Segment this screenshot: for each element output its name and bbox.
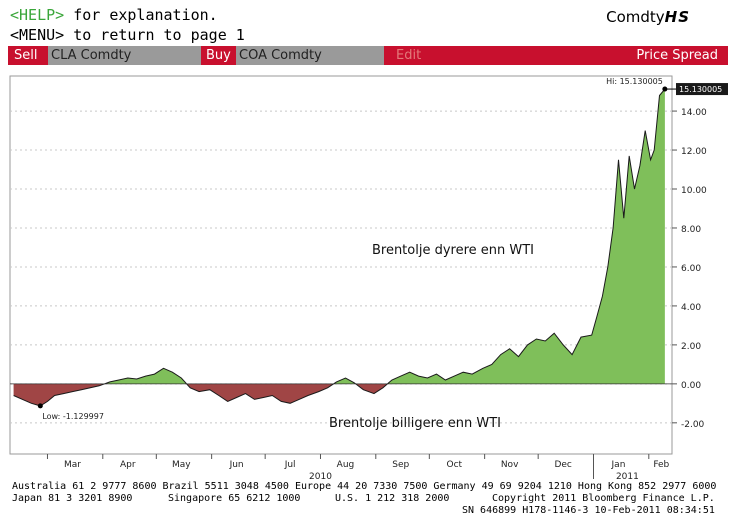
low-label: Low: -1.129997	[42, 412, 104, 421]
x-tick-label: Apr	[120, 460, 136, 470]
help-hint: <HELP> for explanation.	[10, 6, 218, 24]
x-tick-label: Sep	[392, 460, 409, 470]
footer-session: SN 646899 H178-1146-3 10-Feb-2011 08:34:…	[462, 505, 715, 516]
footer-phones-line1: Australia 61 2 9777 8600 Brazil 5511 304…	[12, 481, 716, 492]
y-tick-label: -2.00	[681, 420, 705, 430]
function-ticker: ComdtyHS	[606, 8, 690, 26]
y-tick-label: 6.00	[681, 264, 701, 274]
price-spread-chart[interactable]: 14.00 12.00 10.00 8.00 6.00 4.00 2.00 0.00 -2.00…	[0, 66, 736, 527]
terminal-header: <HELP> for explanation. <MENU> to return…	[0, 0, 736, 46]
y-tick-label: 4.00	[681, 303, 701, 313]
footer: Australia 61 2 9777 8600 Brazil 5511 304…	[0, 479, 736, 527]
chart-title: Price Spread	[636, 46, 718, 65]
buy-security-field[interactable]: COA Comdty	[236, 46, 384, 65]
sell-label: Sell	[8, 46, 48, 65]
x-tick-label: May	[172, 460, 191, 470]
help-key[interactable]: <HELP>	[10, 6, 64, 24]
x-tick-label: Jul	[284, 460, 296, 470]
y-tick-label: 14.00	[681, 108, 707, 118]
ticker-function: HS	[665, 8, 690, 26]
x-tick-label: Oct	[447, 460, 463, 470]
x-tick-label: Mar	[64, 460, 81, 470]
low-marker	[38, 403, 43, 408]
footer-copyright: Copyright 2011 Bloomberg Finance L.P.	[492, 493, 715, 504]
ticker-prefix: Comdty	[606, 8, 665, 26]
annotation-above: Brentolje dyrere enn WTI	[372, 243, 534, 258]
chart-canvas: 14.00 12.00 10.00 8.00 6.00 4.00 2.00 0.00 -2.00…	[0, 66, 736, 479]
buy-label: Buy	[200, 46, 240, 65]
footer-singapore: Singapore 65 6212 1000	[168, 493, 300, 504]
y-tick-label: 12.00	[681, 147, 707, 157]
y-tick-label: 0.00	[681, 381, 701, 391]
command-bar: Sell CLA Comdty Buy COA Comdty Edit Pric…	[8, 46, 728, 65]
footer-us: U.S. 1 212 318 2000	[335, 493, 449, 504]
footer-japan: Japan 81 3 3201 8900	[12, 493, 132, 504]
plot-area	[10, 76, 672, 454]
y-tick-label: 10.00	[681, 186, 707, 196]
x-tick-label: Aug	[337, 460, 355, 470]
annotation-below: Brentolje billigere enn WTI	[329, 416, 501, 431]
x-tick-label: Dec	[554, 460, 571, 470]
menu-hint[interactable]: <MENU> to return to page 1	[10, 26, 245, 44]
year-label: 2010	[309, 472, 332, 479]
hi-label: Hi: 15.130005	[606, 77, 663, 86]
x-tick-label: Jan	[611, 460, 626, 470]
year-label: 2011	[616, 472, 639, 479]
edit-button[interactable]: Edit	[396, 46, 421, 65]
last-value-label: 15.130005	[679, 85, 722, 94]
sell-security-field[interactable]: CLA Comdty	[48, 46, 201, 65]
x-tick-label: Feb	[653, 460, 669, 470]
y-tick-label: 8.00	[681, 225, 701, 235]
y-tick-label: 2.00	[681, 342, 701, 352]
x-tick-label: Nov	[501, 460, 519, 470]
x-tick-label: Jun	[229, 460, 244, 470]
help-hint-text: for explanation.	[64, 6, 218, 24]
